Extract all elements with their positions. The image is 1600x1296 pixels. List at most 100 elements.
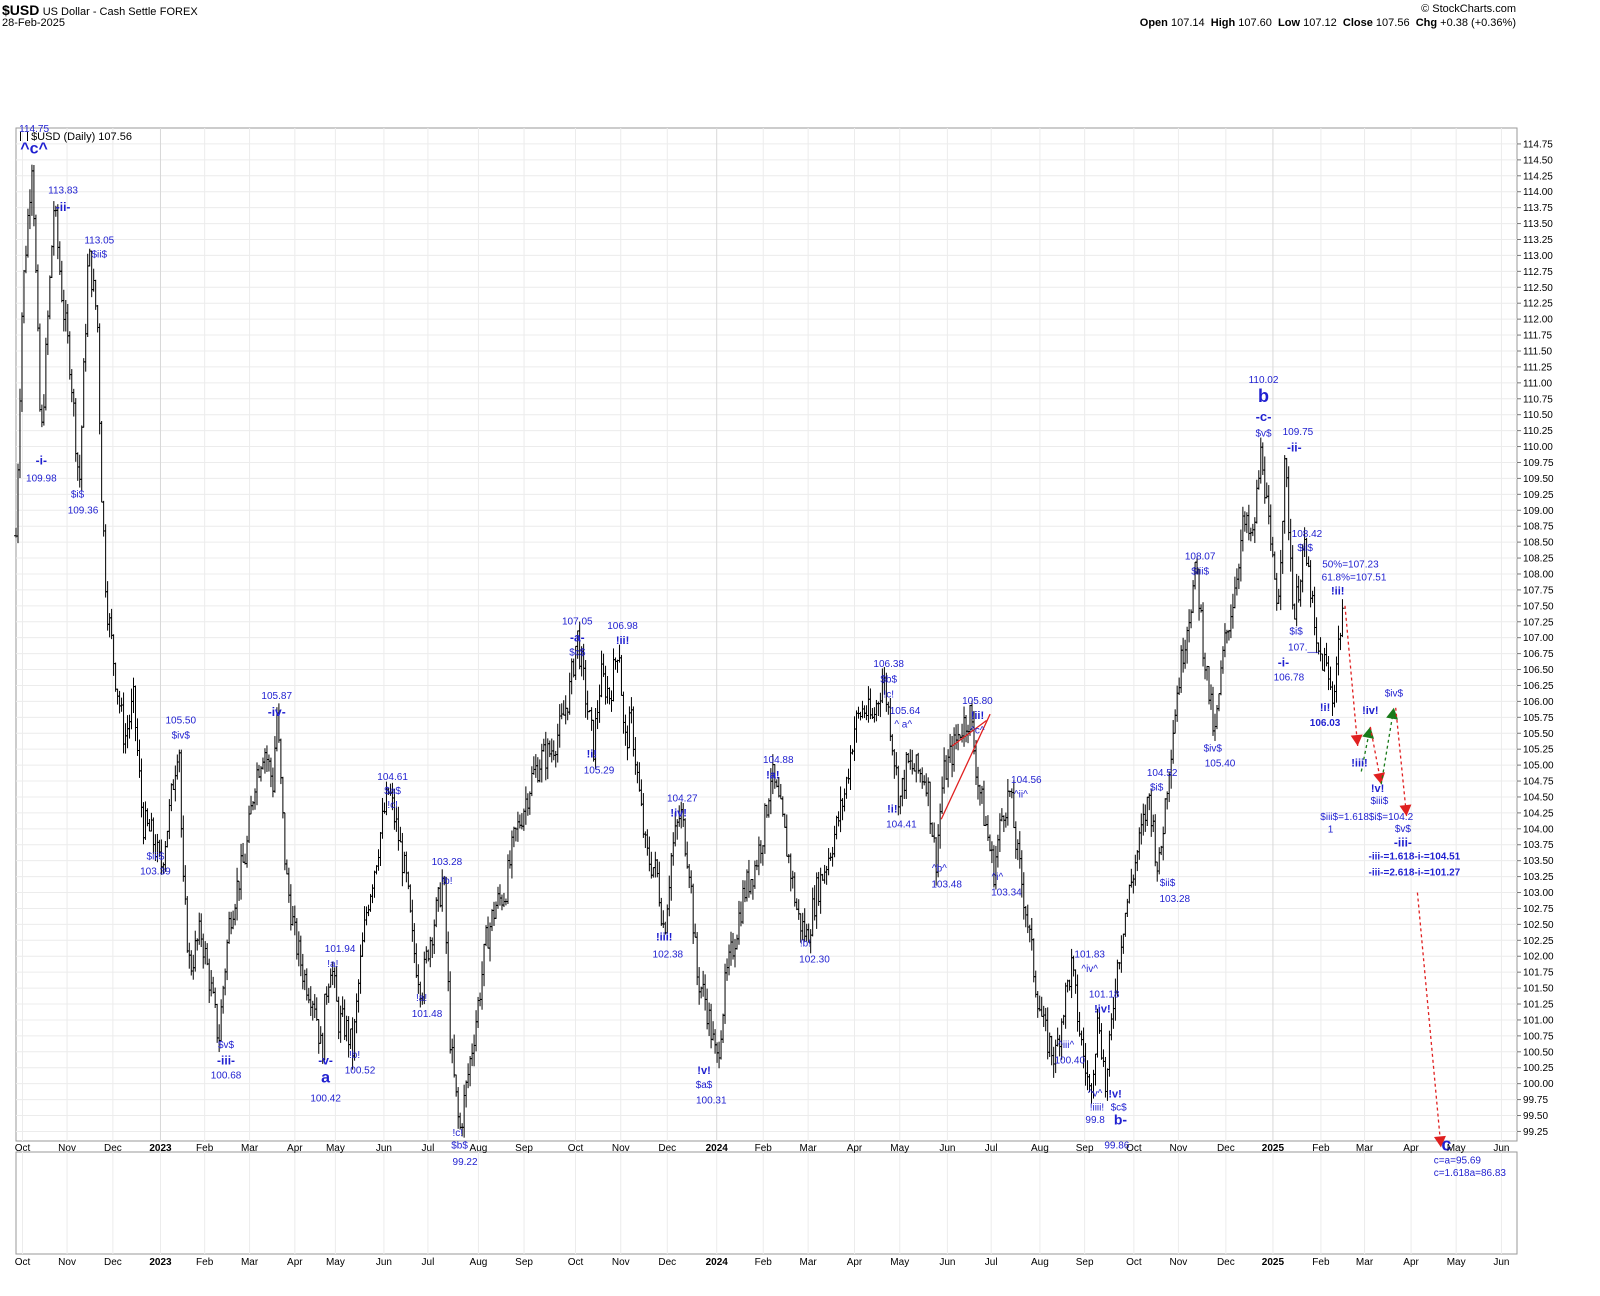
x-tick-label: Apr	[1403, 1257, 1419, 1268]
wave-label: !c!	[453, 1128, 464, 1139]
wave-label: $iv$	[172, 730, 191, 741]
x-tick-label: Mar	[800, 1143, 818, 1154]
x-tick-label: Mar	[1356, 1143, 1374, 1154]
wave-label: $a$	[696, 1080, 713, 1091]
y-tick-label: 106.00	[1523, 697, 1554, 708]
instrument-name: US Dollar - Cash Settle	[42, 6, 157, 18]
wave-label: 105.87	[261, 691, 292, 702]
y-tick-label: 99.75	[1523, 1095, 1548, 1106]
wave-label: !b!	[441, 876, 452, 887]
wave-label: -iv-	[268, 705, 286, 719]
wave-label: !c!	[883, 690, 894, 701]
wave-label: 101.94	[325, 944, 356, 955]
y-tick-label: 108.50	[1523, 538, 1554, 549]
wave-label: !iii!	[1351, 757, 1368, 769]
x-tick-label: Nov	[58, 1257, 76, 1268]
wave-label: 100.68	[211, 1071, 242, 1082]
y-tick-label: 110.00	[1523, 442, 1553, 453]
wave-label: -c-	[1256, 409, 1272, 424]
x-tick-label: Jun	[376, 1257, 392, 1268]
y-tick-label: 104.25	[1523, 808, 1554, 819]
wave-label: -a-	[570, 631, 585, 645]
wave-label: $iii$	[147, 851, 165, 862]
projection-line	[1416, 892, 1442, 1148]
wave-label: $v$	[1255, 428, 1272, 439]
y-tick-label: 114.25	[1523, 171, 1553, 182]
x-tick-label: Jul	[422, 1143, 435, 1154]
y-tick-label: 114.00	[1523, 187, 1553, 198]
wave-label: $ii$	[1160, 878, 1176, 889]
exchange: FOREX	[159, 6, 198, 18]
y-tick-label: 103.00	[1523, 888, 1554, 899]
wave-label: 104.61	[377, 772, 408, 783]
x-tick-label: 2023	[149, 1143, 172, 1154]
wave-label: ^c^	[20, 140, 48, 157]
chart-date: 28-Feb-2025	[2, 17, 65, 29]
y-tick-label: 110.75	[1523, 394, 1553, 405]
chart-legend: $USD (Daily) 107.56	[20, 131, 132, 143]
x-tick-label: Apr	[287, 1143, 303, 1154]
y-tick-label: 111.00	[1523, 378, 1553, 389]
x-tick-label: Nov	[1170, 1143, 1188, 1154]
x-tick-label: 2025	[1262, 1257, 1285, 1268]
wave-label: 103.34	[991, 888, 1022, 899]
y-tick-label: 106.25	[1523, 681, 1554, 692]
x-tick-label: Oct	[15, 1143, 31, 1154]
projection-line	[1380, 707, 1395, 785]
y-tick-label: 100.50	[1523, 1047, 1554, 1058]
wave-label: !b!	[349, 1050, 360, 1061]
wave-label: !i!	[887, 803, 897, 815]
close-value: 107.56	[1375, 17, 1410, 29]
x-tick-label: 2023	[149, 1257, 172, 1268]
wave-label: ^b^	[932, 864, 947, 875]
y-tick-label: 103.50	[1523, 856, 1554, 867]
projection-arrowhead	[1433, 1135, 1446, 1148]
wave-label: 108.42	[1292, 529, 1323, 540]
x-tick-label: May	[890, 1143, 909, 1154]
x-tick-label: Feb	[1312, 1143, 1330, 1154]
wave-label: $b$	[880, 674, 897, 685]
wave-label: $ii$	[1297, 543, 1313, 554]
x-tick-label: Dec	[1217, 1257, 1235, 1268]
x-tick-label: Feb	[196, 1143, 214, 1154]
wave-label: 109.75	[1283, 427, 1314, 438]
x-tick-label: Jun	[376, 1143, 392, 1154]
y-tick-label: 101.25	[1523, 1000, 1554, 1011]
y-tick-label: 99.50	[1523, 1111, 1548, 1122]
x-tick-label: Oct	[15, 1257, 31, 1268]
y-tick-label: 106.75	[1523, 649, 1554, 660]
close-label: Close	[1342, 17, 1373, 29]
y-tick-label: 107.00	[1523, 633, 1554, 644]
wave-label: 106.38	[873, 659, 904, 670]
y-tick-label: 105.75	[1523, 713, 1554, 724]
x-tick-label: Feb	[755, 1257, 773, 1268]
y-tick-label: 110.50	[1523, 410, 1553, 421]
x-tick-label: Jun	[1493, 1257, 1509, 1268]
y-tick-label: 102.00	[1523, 952, 1554, 963]
y-tick-label: 104.75	[1523, 777, 1554, 788]
x-tick-label: Nov	[612, 1257, 630, 1268]
y-tick-label: 103.75	[1523, 840, 1554, 851]
lower-panel	[15, 1151, 1518, 1255]
wave-label: 105.64	[890, 706, 921, 717]
y-tick-label: 108.25	[1523, 554, 1554, 565]
y-tick-label: 103.25	[1523, 872, 1554, 883]
y-tick-label: 113.00	[1523, 251, 1553, 262]
wave-label: 99.22	[453, 1157, 478, 1168]
x-tick-label: Dec	[104, 1143, 122, 1154]
wave-label: -ii-	[56, 200, 71, 214]
x-tick-label: Dec	[1217, 1143, 1235, 1154]
wave-label: $i$	[1150, 783, 1164, 794]
y-tick-label: 107.25	[1523, 617, 1554, 628]
wave-label: $i$	[1289, 627, 1303, 638]
legend-text: $USD (Daily) 107.56	[31, 131, 132, 143]
x-tick-label: Mar	[241, 1257, 259, 1268]
y-tick-label: 112.50	[1523, 283, 1553, 294]
wave-label: !b!	[800, 939, 811, 950]
wave-label: 108.07	[1185, 551, 1216, 562]
wave-label: $iii$	[1191, 567, 1209, 578]
wave-label: 102.30	[799, 955, 830, 966]
x-tick-label: Mar	[241, 1143, 259, 1154]
wave-label: 104.27	[667, 793, 698, 804]
